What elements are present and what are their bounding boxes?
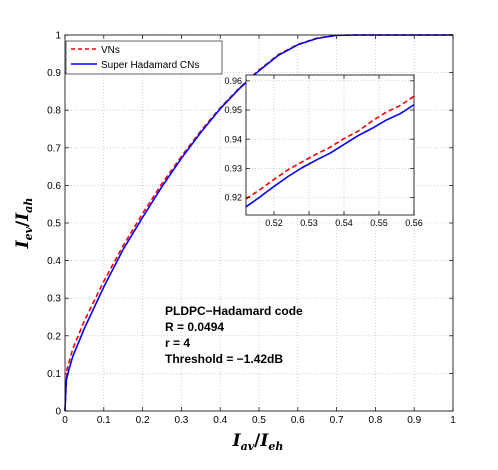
x-label-slash: / [254, 431, 261, 451]
main-x-tick-label: 0 [62, 415, 68, 426]
inset-series-vns-line [245, 95, 415, 200]
y-label-slash: / [13, 220, 33, 227]
y-label-sub2: ah [22, 198, 35, 213]
inset-x-tick-label: 0.54 [335, 218, 353, 228]
y-axis-label: Iev/Iah [13, 198, 35, 250]
main-x-tick-label: 0.7 [330, 415, 344, 426]
main-x-tick-label: 0.4 [213, 415, 227, 426]
inset-y-tick-label: 0.93 [224, 163, 242, 173]
y-label-sub1: ev [22, 226, 35, 240]
inset-x-tick-label: 0.53 [300, 218, 318, 228]
main-x-tick-label: 0.3 [174, 415, 188, 426]
y-label-main2: I [13, 212, 33, 222]
annotation-block: PLDPC−Hadamard code R = 0.0494 r = 4 Thr… [165, 304, 303, 366]
inset-x-tick-label: 0.56 [405, 218, 423, 228]
inset-series-hadamard-line [245, 104, 415, 208]
main-y-tick-label: 0.7 [47, 143, 61, 154]
main-x-tick-label: 0.1 [97, 415, 111, 426]
main-x-tick-label: 0.8 [368, 415, 382, 426]
inset-series-group [245, 95, 415, 208]
annotation-line-2: R = 0.0494 [165, 320, 224, 334]
legend: VNs Super Hadamard CNs [65, 40, 223, 75]
main-y-tick-label: 0.9 [47, 68, 61, 79]
inset-ticks: 0.52 0.53 0.54 0.55 0.56 0.92 0.93 0.94 0.95 0.96 [224, 75, 423, 228]
main-x-tick-label: 0.5 [252, 415, 266, 426]
x-label-sub2: eh [268, 440, 283, 453]
main-y-tick-label: 0.3 [47, 294, 61, 305]
legend-label-vns: VNs [101, 45, 120, 56]
main-y-tick-label: 0.5 [47, 219, 61, 230]
main-ticks: 0 0.1 0.2 0.3 0.4 0.5 0.6 0.7 0.8 0.9 1 0 0.1 0.2 0.3 0… [47, 31, 456, 427]
main-x-tick-label: 1 [450, 415, 456, 426]
legend-label-hadamard: Super Hadamard CNs [101, 60, 199, 71]
inset-y-tick-label: 0.92 [224, 193, 242, 203]
inset-background [246, 75, 414, 215]
main-y-tick-label: 0.4 [47, 256, 61, 267]
legend-box [65, 40, 223, 75]
inset-y-tick-label: 0.95 [224, 105, 242, 115]
inset-x-tick-label: 0.55 [370, 218, 388, 228]
y-label-main: I [13, 239, 33, 249]
main-y-tick-label: 0 [55, 407, 61, 418]
main-y-tick-label: 0.1 [47, 369, 61, 380]
main-y-tick-label: 0.8 [47, 106, 61, 117]
main-y-tick-label: 0.2 [47, 331, 61, 342]
annotation-line-4: Threshold = −1.42dB [165, 352, 283, 366]
inset-x-tick-label: 0.52 [265, 218, 283, 228]
main-y-tick-label: 0.6 [47, 181, 61, 192]
x-label-main: I [232, 431, 242, 451]
inset-chart: 0.52 0.53 0.54 0.55 0.56 0.92 0.93 0.94 0.95 0.96 [224, 74, 423, 228]
x-axis-label: Iav/Ieh [232, 431, 284, 453]
inset-y-tick-label: 0.96 [224, 76, 242, 86]
x-label-main2: I [259, 431, 269, 451]
inset-frame [245, 74, 415, 216]
main-x-tick-label: 0.2 [136, 415, 150, 426]
main-x-tick-label: 0.9 [407, 415, 421, 426]
main-y-tick-label: 1 [55, 31, 61, 42]
annotation-line-3: r = 4 [165, 336, 190, 350]
x-label-sub1: av [241, 440, 255, 453]
inset-y-tick-label: 0.94 [224, 134, 242, 144]
main-x-tick-label: 0.6 [291, 415, 305, 426]
annotation-line-1: PLDPC−Hadamard code [165, 304, 303, 318]
